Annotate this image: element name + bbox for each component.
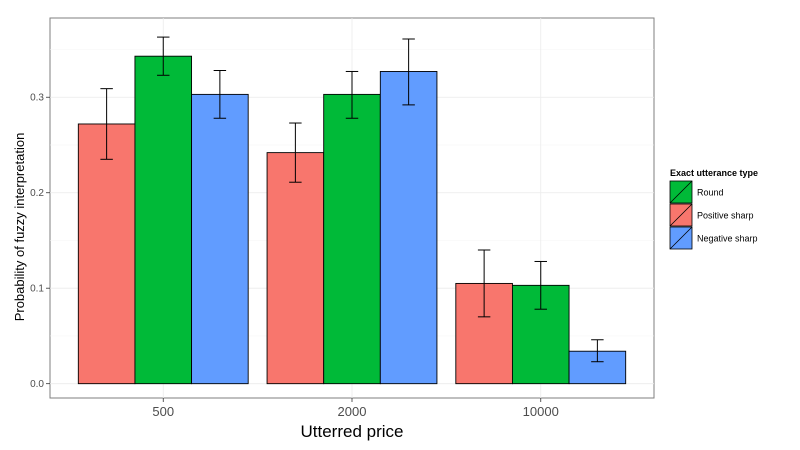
y-tick-label: 0.1 [30, 284, 44, 295]
bar-positive-sharp-500 [77, 123, 136, 385]
legend-key-slash [669, 226, 693, 250]
y-axis: 0.0 0.1 0.2 0.3 [30, 93, 50, 390]
legend-label: Negative sharp [697, 234, 758, 244]
bar-positive-sharp-2000 [266, 152, 325, 385]
legend: Exact utterance type Round Positive sharp… [669, 168, 758, 250]
x-tick-label: 2000 [338, 404, 367, 419]
legend-key-slash [669, 203, 693, 227]
y-tick-label: 0.2 [30, 188, 44, 199]
x-tick-label: 500 [152, 404, 174, 419]
bar-negative-sharp-500 [191, 93, 249, 385]
y-axis-title: Probability of fuzzy interpretation [12, 133, 27, 322]
legend-label: Round [697, 188, 724, 198]
legend-title: Exact utterance type [670, 168, 758, 178]
bar-round-2000 [323, 93, 381, 385]
x-axis-title: Utterred price [301, 422, 404, 441]
legend-label: Positive sharp [697, 211, 754, 221]
y-tick-label: 0.3 [30, 93, 44, 104]
bar-negative-sharp-2000 [379, 71, 438, 385]
error-bars [100, 36, 604, 363]
y-tick-label: 0.0 [30, 379, 44, 390]
x-tick-label: 10000 [523, 404, 559, 419]
legend-key-slash [669, 180, 693, 204]
bar-round-500 [134, 55, 193, 385]
x-axis: 500 2000 10000 [152, 398, 559, 419]
